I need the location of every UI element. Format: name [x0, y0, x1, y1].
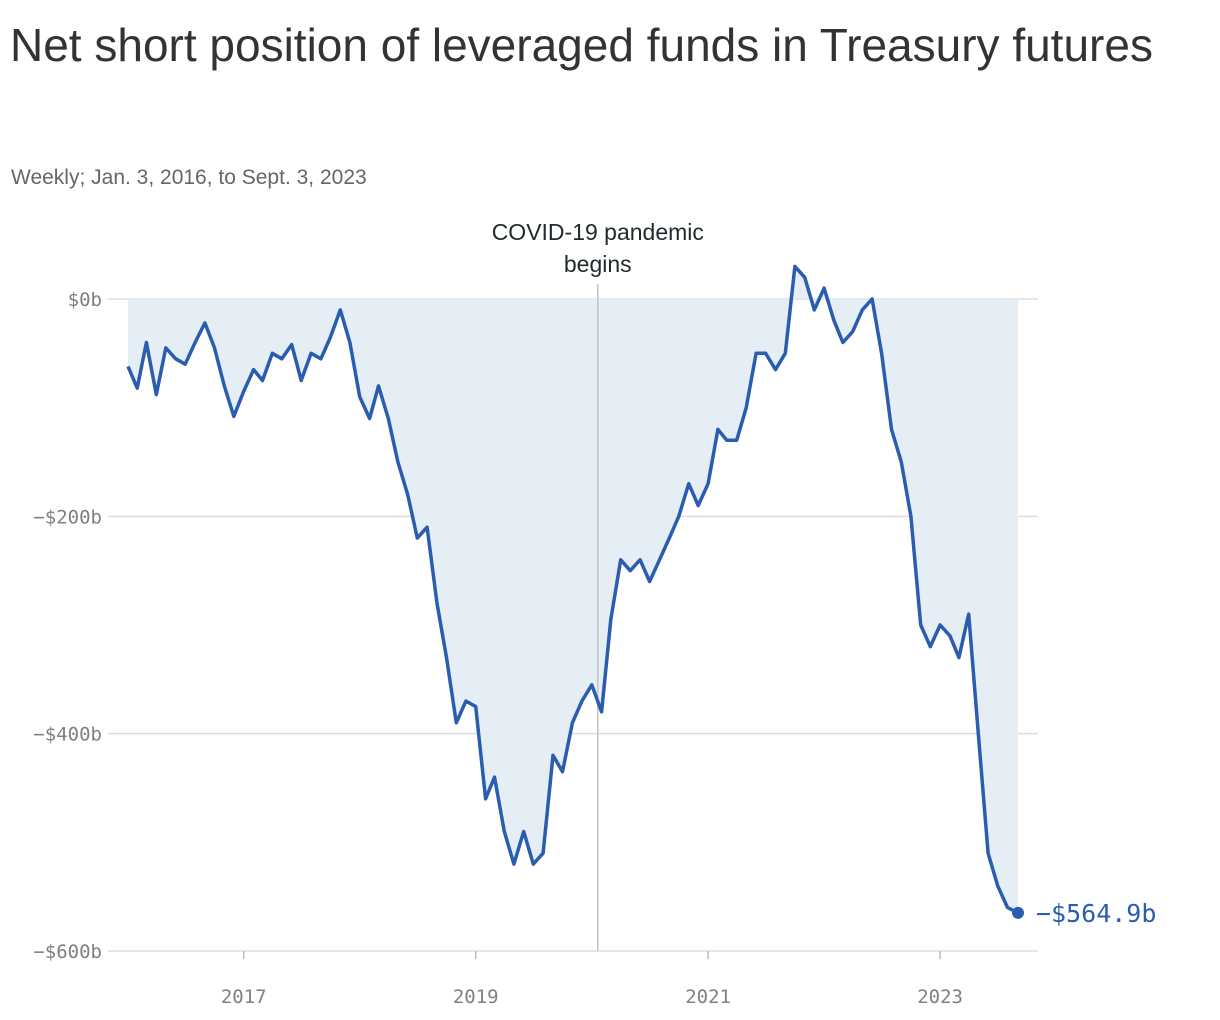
y-tick-label: −$200b	[33, 506, 102, 528]
series-area	[128, 266, 1018, 913]
series-points	[127, 266, 1019, 914]
y-tick-label: −$600b	[33, 941, 102, 963]
annotation-label-line2: begins	[564, 251, 632, 277]
x-tick-label: 2021	[685, 986, 731, 1008]
x-axis-ticks: 2017 2019 2021 2023	[221, 951, 963, 1008]
x-tick-label: 2023	[917, 986, 963, 1008]
y-tick-label: −$400b	[33, 724, 102, 746]
x-tick-label: 2019	[453, 986, 499, 1008]
y-axis-ticks: $0b −$200b −$400b −$600b	[33, 289, 102, 963]
chart-title: Net short position of leveraged funds in…	[10, 19, 1153, 71]
y-tick-label: $0b	[68, 289, 102, 311]
end-point-marker	[1012, 906, 1024, 919]
x-tick-label: 2017	[221, 986, 267, 1008]
end-value-label: −$564.9b	[1036, 899, 1156, 928]
chart-subtitle: Weekly; Jan. 3, 2016, to Sept. 3, 2023	[11, 166, 367, 189]
annotation-label-line1: COVID-19 pandemic	[492, 219, 704, 245]
